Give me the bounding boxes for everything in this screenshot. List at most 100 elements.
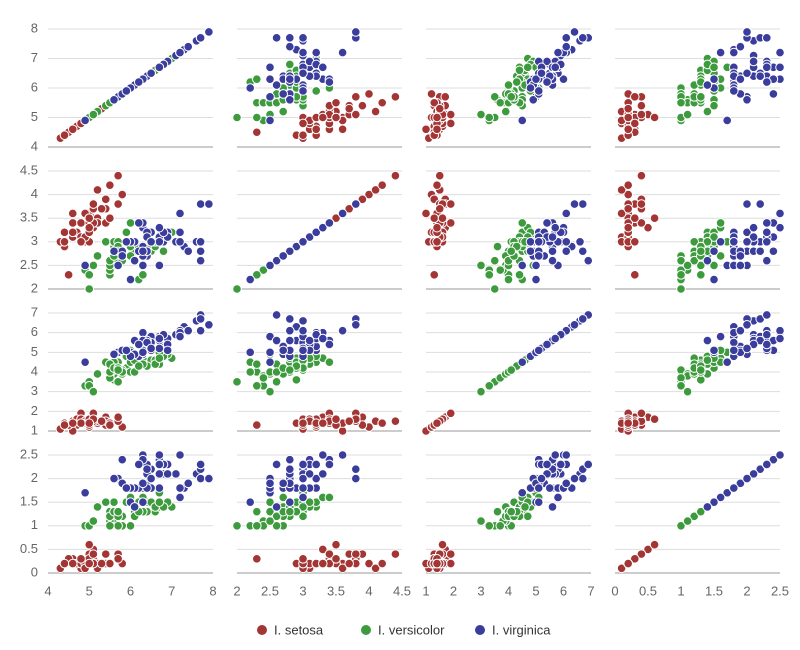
point <box>113 521 123 531</box>
point <box>432 558 442 569</box>
point <box>696 92 706 102</box>
point <box>351 320 361 330</box>
point <box>100 237 111 247</box>
point <box>630 237 640 247</box>
point <box>735 325 746 336</box>
point <box>434 170 445 181</box>
point <box>364 558 374 569</box>
point <box>623 112 634 123</box>
point <box>735 74 746 84</box>
point <box>742 27 752 37</box>
point <box>489 255 500 266</box>
legend-label: I. versicolor <box>378 622 445 637</box>
point <box>285 59 295 70</box>
point <box>649 539 660 550</box>
point <box>67 124 78 135</box>
x-tick-label: 3 <box>299 583 306 598</box>
point <box>500 106 511 117</box>
point <box>138 497 148 508</box>
y-tick-label: 1 <box>31 422 38 437</box>
point <box>762 77 772 87</box>
point <box>506 506 517 517</box>
y-tick-label: 7 <box>31 50 38 65</box>
panel <box>55 170 214 294</box>
point <box>113 170 123 181</box>
point <box>278 251 289 261</box>
point <box>429 97 440 108</box>
point <box>92 502 103 512</box>
point <box>304 232 315 242</box>
point <box>649 112 660 123</box>
y-tick-label: 2 <box>31 280 38 295</box>
point <box>175 237 185 247</box>
point <box>636 218 647 228</box>
x-tick-label: 8 <box>209 583 216 598</box>
point <box>682 386 693 397</box>
point <box>63 270 74 280</box>
point <box>550 222 561 233</box>
point <box>251 74 262 84</box>
y-tick-label: 2.5 <box>20 446 38 461</box>
point <box>133 361 144 371</box>
panel <box>232 450 401 574</box>
point <box>318 222 328 233</box>
point <box>265 497 275 508</box>
point <box>616 563 627 574</box>
y-tick-label: 3.5 <box>20 210 38 225</box>
point <box>278 106 289 117</box>
point <box>146 473 156 484</box>
y-tick-label: 2 <box>31 403 38 418</box>
point <box>154 343 165 354</box>
point <box>113 412 123 423</box>
legend-marker <box>257 625 267 635</box>
x-tick-label: 3.5 <box>327 583 345 598</box>
point <box>271 310 282 320</box>
point <box>702 80 713 90</box>
point <box>105 558 115 569</box>
point <box>318 62 328 73</box>
point <box>434 203 445 214</box>
point <box>547 255 558 266</box>
y-tick-label: 1 <box>31 517 38 532</box>
point <box>88 109 99 120</box>
point <box>583 255 594 266</box>
y-tick-label: 3 <box>31 233 38 248</box>
point <box>762 62 772 73</box>
point <box>542 77 552 87</box>
point <box>265 506 275 517</box>
point <box>232 377 242 387</box>
point <box>84 222 95 233</box>
point <box>729 345 739 356</box>
point <box>768 89 779 99</box>
point <box>183 246 194 257</box>
point <box>729 337 739 348</box>
x-tick-label: 2.5 <box>261 583 279 598</box>
point <box>682 516 693 526</box>
point <box>649 213 660 223</box>
point <box>547 232 558 242</box>
panel <box>55 310 214 436</box>
point <box>318 469 328 479</box>
point <box>324 77 335 87</box>
point <box>390 549 401 559</box>
point <box>84 558 95 569</box>
panel <box>55 27 214 143</box>
point <box>113 554 123 564</box>
point <box>154 497 165 508</box>
point <box>577 314 588 324</box>
point <box>311 86 322 96</box>
point <box>204 473 214 484</box>
point <box>113 365 123 375</box>
point <box>80 115 90 126</box>
point <box>88 199 99 209</box>
point <box>709 497 719 508</box>
point <box>377 558 388 569</box>
point <box>636 549 647 559</box>
point <box>775 62 785 73</box>
point <box>676 284 686 294</box>
point <box>251 521 262 531</box>
point <box>542 459 552 470</box>
point <box>742 343 752 354</box>
legend-marker <box>475 625 485 635</box>
point <box>344 558 355 569</box>
